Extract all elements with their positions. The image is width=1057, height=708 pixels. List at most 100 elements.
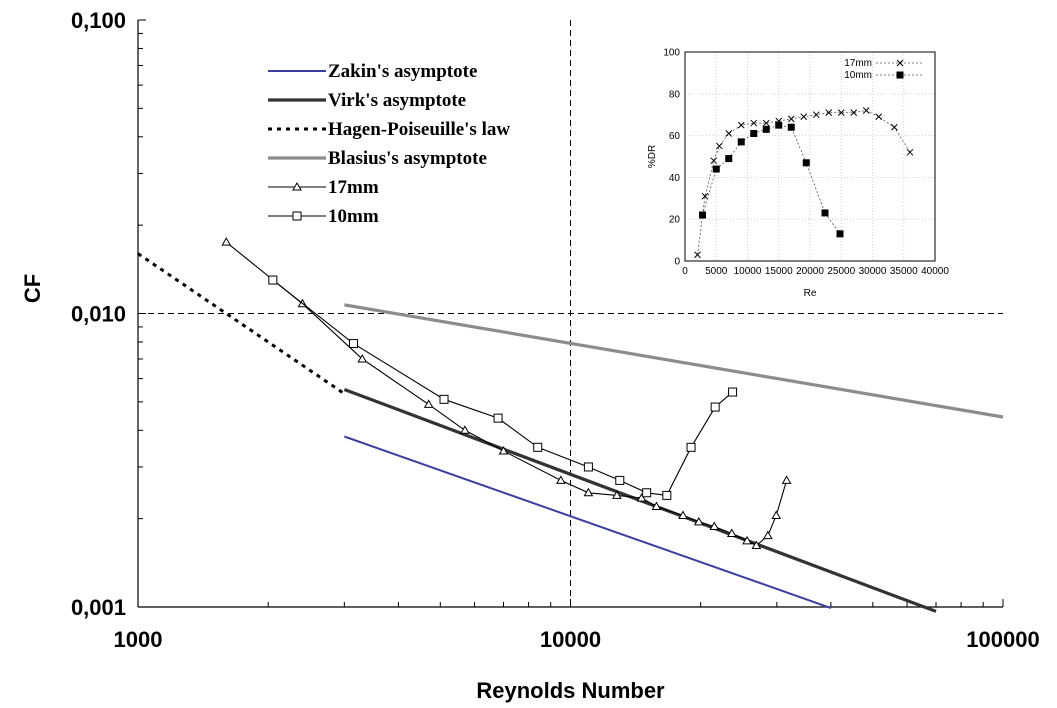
series-10mm-point (728, 387, 738, 397)
inset-y-tick-label: 20 (669, 215, 681, 226)
series-17mm-point (612, 490, 622, 499)
legend-label-virk-s-asymptote: Virk's asymptote (328, 90, 466, 111)
x-marker-stroke (716, 142, 723, 150)
x-marker-stroke (710, 157, 718, 165)
series-17mm-point (781, 475, 792, 484)
inset-legend-marker-17mm (896, 59, 904, 67)
series-10mm-point (349, 339, 359, 349)
y-tick-label: 0,100 (71, 8, 126, 33)
x-marker-stroke (762, 119, 770, 127)
x-tick-label: 100000 (966, 627, 1039, 652)
series-10mm-point (268, 275, 278, 285)
inset-series-10mm-point (750, 130, 758, 138)
inset-legend-label-10mm: 10mm (844, 70, 872, 81)
series-17mm-point (742, 535, 752, 545)
x-marker-stroke (850, 109, 858, 116)
inset-series-10mm-point (725, 155, 733, 163)
series-zakin-s-asymptote-line (344, 435, 832, 609)
series-17mm-point (771, 510, 782, 520)
inset-x-tick-label: 40000 (921, 266, 949, 277)
inset-y-tick-label: 60 (669, 131, 681, 142)
x-marker-stroke (825, 109, 833, 116)
inset-series-17mm-point (725, 130, 733, 137)
inset-series-17mm-point (701, 192, 709, 200)
legend-label-10mm: 10mm (328, 206, 379, 227)
legend-label-zakin-s-asymptote: Zakin's asymptote (328, 61, 477, 82)
inset-series-17mm-point (906, 148, 914, 156)
inset-series-10mm-point (699, 211, 706, 219)
legend-label-17mm: 17mm (328, 177, 379, 198)
inset-series-10mm-point (821, 209, 829, 217)
inset-x-tick-label: 35000 (890, 266, 918, 277)
inset-series-10mm-point (836, 230, 844, 238)
series-10mm-line (272, 279, 733, 497)
inset-x-axis-title: Re (804, 288, 817, 299)
inset-series-17mm-point (800, 113, 808, 121)
series-10mm-point (533, 442, 543, 452)
inset-series-10mm-point (737, 138, 745, 146)
inset-series-17mm-point (862, 107, 870, 114)
inset-y-tick-label: 100 (663, 48, 680, 59)
x-marker-stroke (737, 121, 745, 129)
x-marker-stroke (896, 59, 904, 67)
inset-y-tick-label: 80 (669, 89, 681, 100)
series-17mm-point (651, 501, 662, 510)
series-10mm-point (710, 402, 720, 412)
inset-series-17mm-point (875, 113, 883, 121)
inset-y-tick-label: 0 (674, 257, 680, 268)
series-10mm-point (662, 490, 672, 500)
x-marker-stroke (862, 107, 870, 114)
legend-marker-17mm (292, 181, 302, 191)
inset-x-tick-label: 5000 (705, 266, 728, 277)
series-17mm-point (498, 446, 509, 455)
inset-series-17mm-point (716, 142, 723, 150)
inset-plot: 0 5000 10000 15000 20000 25000 30000 35000 40000… (647, 40, 952, 302)
series-17mm-point (709, 521, 720, 531)
y-axis-title: CF (20, 274, 45, 303)
series-10mm-point (686, 442, 696, 452)
inset-series-17mm-point (850, 109, 858, 116)
inset-legend-label-17mm: 17mm (844, 58, 872, 69)
series-10mm-point (439, 394, 449, 404)
x-marker-stroke (694, 251, 701, 259)
series-17mm-point (357, 353, 368, 363)
legend-marker-10mm (292, 211, 302, 221)
inset-series-10mm-point (802, 159, 810, 167)
series-hagen-poiseuille-s-law-line (137, 252, 346, 395)
x-axis-title: Reynolds Number (476, 678, 665, 703)
series-17mm-point (556, 475, 566, 484)
inset-y-axis-title: %DR (647, 145, 658, 168)
inset-series-17mm-point (762, 119, 770, 127)
series-17mm-point (678, 510, 688, 520)
x-tick-label: 10000 (540, 627, 601, 652)
series-10mm-point (642, 488, 652, 498)
inset-x-tick-label: 10000 (734, 266, 762, 277)
inset-x-tick-label: 25000 (827, 266, 855, 277)
inset-x-tick-label: 0 (682, 266, 688, 277)
inset-series-17mm-point (787, 115, 795, 123)
x-marker-stroke (875, 113, 883, 121)
x-marker-stroke (750, 119, 758, 127)
x-marker-stroke (800, 113, 808, 121)
y-tick-label: 0,010 (71, 302, 126, 327)
x-marker-stroke (725, 130, 733, 137)
inset-series-17mm-point (837, 109, 845, 116)
x-tick-label: 1000 (114, 627, 163, 652)
series-17mm-point (423, 399, 434, 408)
inset-frame (684, 51, 936, 262)
x-marker-stroke (837, 109, 845, 116)
legend-label-blasius-s-asymptote: Blasius's asymptote (328, 148, 487, 169)
inset-legend-marker-10mm (896, 71, 904, 79)
inset-x-tick-label: 30000 (859, 266, 887, 277)
series-10mm-point (583, 462, 593, 472)
series-17mm-point (693, 516, 704, 526)
inset-series-10mm-point (712, 165, 720, 173)
inset-x-tick-label: 20000 (796, 266, 824, 277)
y-tick-label: 0,001 (71, 595, 126, 620)
series-10mm-point (615, 475, 625, 485)
axis-labels: Reynolds Number CF (20, 274, 665, 703)
legend-label-hagen-poiseuille-s-law: Hagen-Poiseuille's law (328, 119, 510, 140)
legend: Zakin's asymptote Virk's asymptote Hagen-P… (268, 61, 510, 227)
